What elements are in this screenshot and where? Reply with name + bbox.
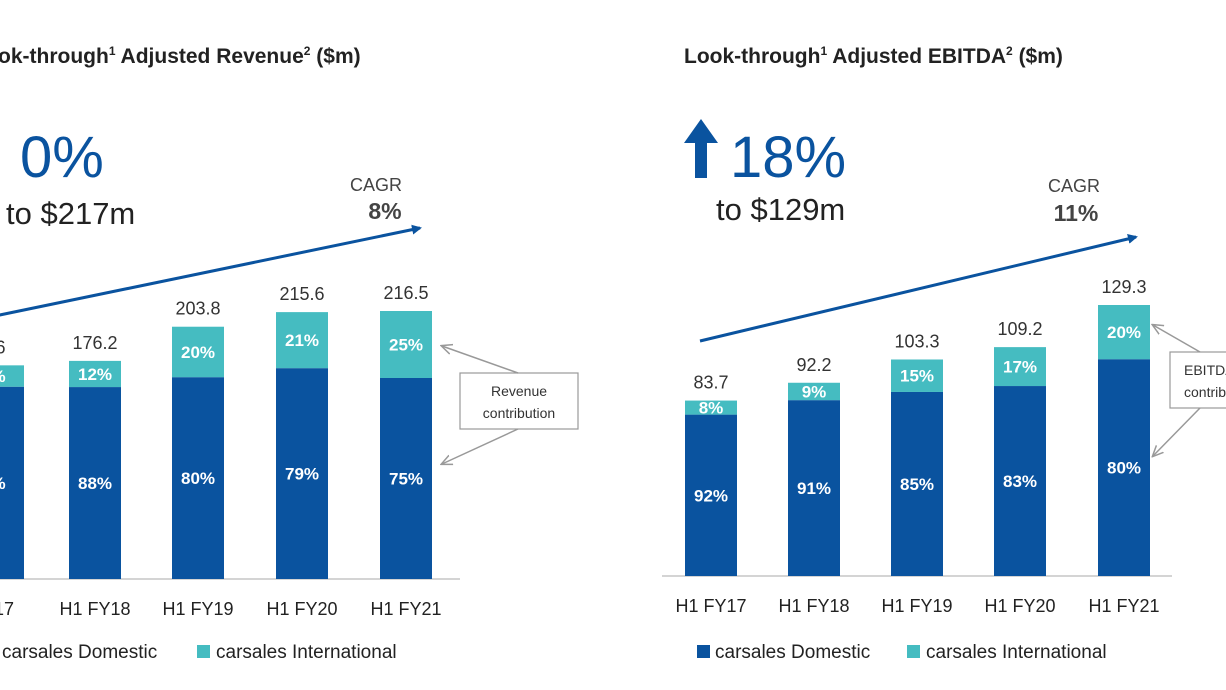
category-tick-label: H1 FY20: [984, 596, 1055, 616]
category-tick-label: H1 FY17: [675, 596, 746, 616]
bar-total-label: 109.2: [997, 319, 1042, 339]
bar-domestic: [0, 386, 24, 579]
bar-total-label: 83.7: [693, 373, 728, 393]
domestic-share-label: 91%: [797, 479, 831, 498]
ebitda-cagr-arrow: [699, 233, 1138, 343]
bar-international: [380, 311, 432, 378]
bar-total-label: 215.6: [279, 284, 324, 304]
ebitda-legend-domestic: carsales Domestic: [715, 642, 870, 663]
revenue-headline-value: 0%: [20, 125, 104, 190]
ebitda-callout-box: [1169, 351, 1226, 409]
domestic-share-label: 85%: [900, 475, 934, 494]
international-share-label: 20%: [1107, 323, 1141, 342]
domestic-share-label: 92%: [694, 486, 728, 505]
bar-total-label: .6: [0, 337, 6, 357]
international-share-label: 17%: [1003, 358, 1037, 377]
international-share-label: 15%: [900, 367, 934, 386]
category-tick-label: H1 FY21: [370, 599, 441, 619]
bar-international: [891, 359, 943, 392]
ebitda-callout-pointer-dom: [1153, 407, 1201, 456]
international-share-label: 25%: [389, 336, 423, 355]
revenue-cagr-value: 8%: [368, 198, 401, 224]
domestic-share-label: 80%: [1107, 459, 1141, 478]
bar-total-label: 92.2: [796, 355, 831, 375]
international-share-label: 12%: [78, 365, 112, 384]
domestic-share-label: %: [0, 474, 6, 493]
revenue-cagr-arrow: [0, 224, 422, 317]
bar-domestic: [788, 400, 840, 576]
revenue-cagr-label: CAGR: [350, 175, 402, 195]
category-tick-label: H1 FY20: [266, 599, 337, 619]
ebitda-callout-pointer-intl: [1153, 325, 1201, 353]
bar-international: [0, 365, 24, 387]
domestic-share-label: 88%: [78, 474, 112, 493]
domestic-share-label: 75%: [389, 470, 423, 489]
ebitda-legend-intl-swatch: [907, 645, 920, 658]
revenue-headline-subtitle: to $217m: [6, 196, 135, 231]
bar-domestic: [1098, 359, 1150, 576]
revenue-panel: ok-through1 Adjusted Revenue2 ($m) 0% to…: [0, 44, 579, 663]
bar-total-label: 103.3: [894, 331, 939, 351]
bar-international: [69, 360, 121, 388]
revenue-callout-pointer-dom: [442, 428, 519, 464]
ebitda-headline-value: 18%: [730, 125, 846, 190]
up-arrow-icon: [684, 119, 718, 178]
bar-international: [788, 382, 840, 401]
ebitda-bars: 92% 8% 83.7 H1 FY17 91% 9% 92.2 H1 FY18 85% 15% 10…: [662, 277, 1172, 616]
ebitda-callout-line1: EBITDA: [1184, 362, 1226, 378]
category-tick-label: Y17: [0, 599, 14, 619]
revenue-callout-box: [459, 372, 579, 430]
category-tick-label: H1 FY21: [1088, 596, 1159, 616]
ebitda-title: Look-through1 Adjusted EBITDA2 ($m): [684, 44, 1063, 68]
bar-international: [1098, 305, 1150, 360]
domestic-share-label: 79%: [285, 465, 319, 484]
bar-domestic: [891, 391, 943, 576]
domestic-share-label: 80%: [181, 469, 215, 488]
ebitda-panel: Look-through1 Adjusted EBITDA2 ($m) 18% …: [662, 44, 1226, 663]
bar-total-label: 203.8: [175, 299, 220, 319]
revenue-legend-intl-swatch: [197, 645, 210, 658]
bar-domestic: [69, 387, 121, 579]
revenue-legend-intl: carsales International: [216, 642, 397, 663]
revenue-callout-line2: contribution: [483, 405, 555, 421]
bar-domestic: [380, 378, 432, 579]
international-share-label: %: [0, 367, 6, 386]
bar-international: [276, 312, 328, 369]
ebitda-legend-intl: carsales International: [926, 642, 1107, 663]
category-tick-label: H1 FY19: [881, 596, 952, 616]
ebitda-cagr-value: 11%: [1054, 200, 1099, 226]
bar-domestic: [994, 386, 1046, 576]
bar-international: [994, 347, 1046, 387]
revenue-callout-pointer-intl: [442, 346, 519, 374]
ebitda-callout-line2: contribu: [1184, 384, 1226, 400]
revenue-legend-domestic: carsales Domestic: [2, 642, 157, 663]
bar-domestic: [276, 368, 328, 579]
bar-total-label: 176.2: [72, 333, 117, 353]
bar-domestic: [685, 414, 737, 576]
ebitda-legend-domestic-swatch: [697, 645, 710, 658]
bar-domestic: [172, 377, 224, 579]
ebitda-cagr-label: CAGR: [1048, 176, 1100, 196]
ebitda-headline-subtitle: to $129m: [716, 192, 845, 227]
category-tick-label: H1 FY18: [778, 596, 849, 616]
revenue-title: ok-through1 Adjusted Revenue2 ($m): [0, 44, 361, 68]
revenue-callout-line1: Revenue: [491, 383, 547, 399]
domestic-share-label: 83%: [1003, 472, 1037, 491]
revenue-bars: %% .6 Y17 88% 12% 176.2 H1 FY18 80% 20% 203.8 H1 F…: [0, 283, 460, 619]
international-share-label: 8%: [699, 399, 724, 418]
bar-total-label: 216.5: [383, 283, 428, 303]
category-tick-label: H1 FY18: [59, 599, 130, 619]
international-share-label: 9%: [802, 382, 827, 401]
category-tick-label: H1 FY19: [162, 599, 233, 619]
bar-total-label: 129.3: [1101, 277, 1146, 297]
international-share-label: 21%: [285, 331, 319, 350]
international-share-label: 20%: [181, 343, 215, 362]
bar-international: [685, 400, 737, 415]
bar-international: [172, 326, 224, 378]
